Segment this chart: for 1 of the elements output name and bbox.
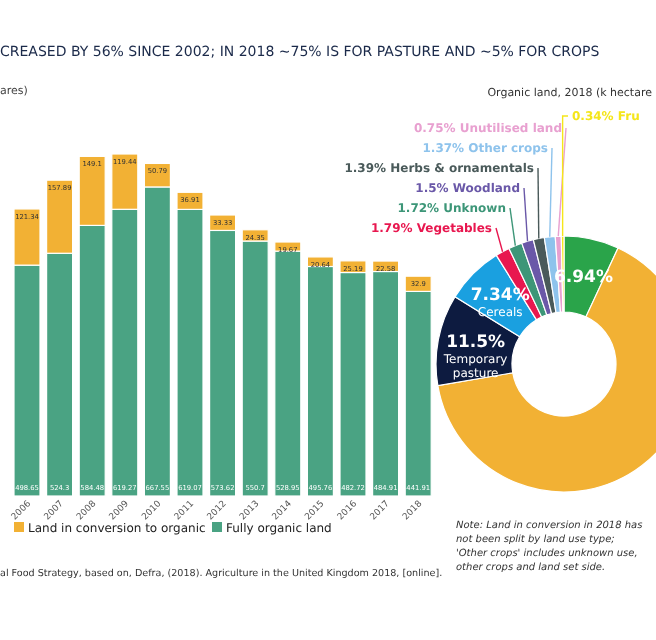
data-label: 11.5% — [446, 332, 507, 353]
